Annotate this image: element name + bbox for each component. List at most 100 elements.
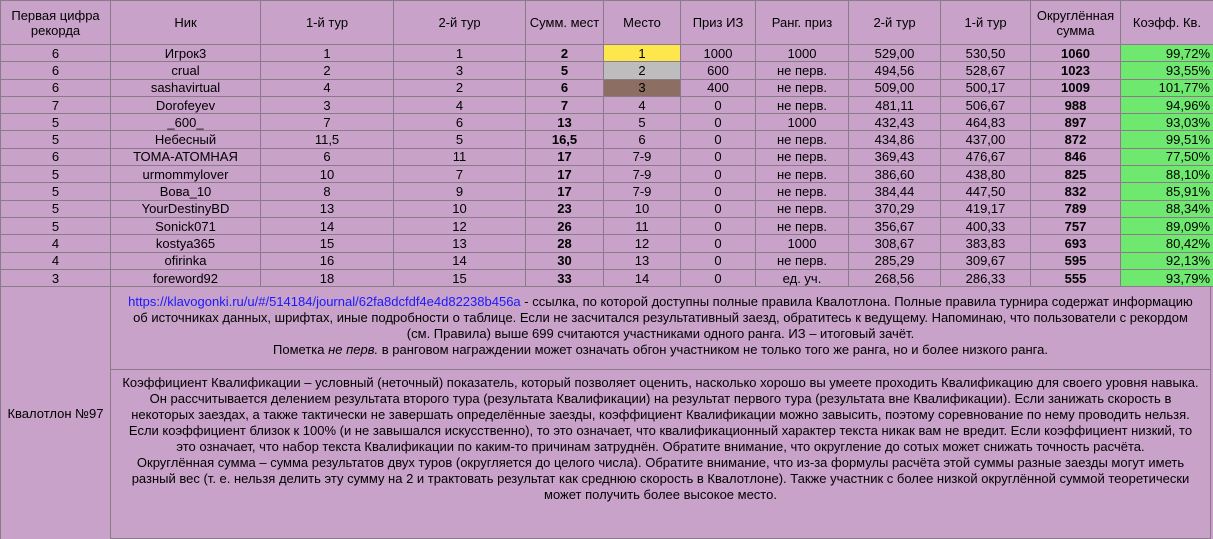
table-cell: 1 <box>393 43 526 63</box>
table-cell: 26 <box>525 216 604 236</box>
table-cell: не перв. <box>755 216 849 236</box>
table-cell: 6 <box>0 61 111 80</box>
note-text: - ссылка, по которой доступны полные пра… <box>133 294 1193 341</box>
rules-link[interactable]: https://klavogonki.ru/u/#/514184/journal… <box>128 294 521 309</box>
table-cell: 595 <box>1030 251 1121 270</box>
table-cell: 509,00 <box>848 78 941 97</box>
table-cell: 7-9 <box>603 182 681 201</box>
table-cell: Игрок3 <box>110 43 261 63</box>
table-cell: 6 <box>393 113 526 132</box>
table-cell: 12 <box>393 216 526 236</box>
table-cell: 7 <box>525 95 604 115</box>
table-cell: 2 <box>393 78 526 97</box>
table-cell: 14 <box>603 268 681 288</box>
table-row: 6 Игрок3 1 1 2 1 1000 1000 529,00 530,50 1060 99,72… <box>0 43 1213 63</box>
table-cell: 0 <box>680 113 756 132</box>
table-cell: 6 <box>0 147 111 167</box>
table-cell: ед. уч. <box>755 268 849 288</box>
header-cell: Ранг. приз <box>755 0 849 45</box>
table-cell: 3 <box>260 95 394 115</box>
table-cell: 529,00 <box>848 43 941 63</box>
header-cell: 1-й тур <box>260 0 394 45</box>
table-cell: 80,42% <box>1120 234 1213 253</box>
table-cell: 15 <box>393 268 526 288</box>
table-cell: 3 <box>393 61 526 80</box>
table-cell: 0 <box>680 147 756 167</box>
table-cell: sashavirtual <box>110 78 261 97</box>
table-cell: _600_ <box>110 113 261 132</box>
table-cell: 92,13% <box>1120 251 1213 270</box>
table-cell: 825 <box>1030 165 1121 184</box>
table-cell: 3 <box>603 78 681 97</box>
header-row: Первая цифра рекорда Ник 1-й тур 2-й тур Сум… <box>0 0 1213 45</box>
table-cell: 10 <box>603 199 681 218</box>
table-cell: 0 <box>680 182 756 201</box>
table-cell: 7-9 <box>603 165 681 184</box>
side-label: Квалотлон №97 <box>0 286 111 539</box>
table-cell: не перв. <box>755 78 849 97</box>
table-cell: 693 <box>1030 234 1121 253</box>
table-cell: 13 <box>393 234 526 253</box>
table-cell: 7 <box>0 95 111 115</box>
table-row: 5 urmommylover 10 7 17 7-9 0 не перв. 386,60 438,… <box>0 165 1213 184</box>
table-cell: 988 <box>1030 95 1121 115</box>
table-cell: 356,67 <box>848 216 941 236</box>
table-cell: 2 <box>260 61 394 80</box>
note-text: Если коэффициент близок к 100% (и не зав… <box>128 423 1193 454</box>
table-cell: 18 <box>260 268 394 288</box>
header-cell: Первая цифра рекорда <box>0 0 111 45</box>
table-cell: 600 <box>680 61 756 80</box>
table-cell: 0 <box>680 165 756 184</box>
header-cell: Ник <box>110 0 261 45</box>
note-italic: не перв. <box>328 342 379 357</box>
table-cell: 17 <box>525 147 604 167</box>
table-cell: 6 <box>0 78 111 97</box>
table-row: 4 ofirinka 16 14 30 13 0 не перв. 285,29 309,67 59… <box>0 251 1213 270</box>
table-cell: 16 <box>260 251 394 270</box>
table-cell: 33 <box>525 268 604 288</box>
table-cell: 432,43 <box>848 113 941 132</box>
table-row: 6 ТОМА-АТОМНАЯ 6 11 17 7-9 0 не перв. 369,43 476,… <box>0 147 1213 167</box>
table-cell: 1000 <box>755 234 849 253</box>
table-cell: 309,67 <box>940 251 1031 270</box>
table-cell: 3 <box>0 268 111 288</box>
table-cell: 0 <box>680 130 756 149</box>
table-cell: kostya365 <box>110 234 261 253</box>
table-cell: 5 <box>525 61 604 80</box>
table-cell: 4 <box>0 251 111 270</box>
table-cell: 1009 <box>1030 78 1121 97</box>
table-cell: 99,72% <box>1120 43 1213 63</box>
table-cell: 17 <box>525 182 604 201</box>
table-cell: urmommylover <box>110 165 261 184</box>
table-cell: 4 <box>393 95 526 115</box>
table-cell: ТОМА-АТОМНАЯ <box>110 147 261 167</box>
table-cell: 77,50% <box>1120 147 1213 167</box>
table-cell: 476,67 <box>940 147 1031 167</box>
table-cell: 11 <box>603 216 681 236</box>
table-cell: 308,67 <box>848 234 941 253</box>
table-cell: 30 <box>525 251 604 270</box>
table-row: 5 Вова_10 8 9 17 7-9 0 не перв. 384,44 447,50 832 8… <box>0 182 1213 201</box>
table-cell: не перв. <box>755 95 849 115</box>
table-cell: 419,17 <box>940 199 1031 218</box>
table-cell: 6 <box>0 43 111 63</box>
table-cell: 13 <box>260 199 394 218</box>
table-cell: 8 <box>260 182 394 201</box>
table-cell: 383,83 <box>940 234 1031 253</box>
table-cell: не перв. <box>755 182 849 201</box>
table-row: 5 _600_ 7 6 13 5 0 1000 432,43 464,83 897 93,03% <box>0 113 1213 132</box>
table-cell: 897 <box>1030 113 1121 132</box>
table-cell: 11 <box>393 147 526 167</box>
table-cell: 286,33 <box>940 268 1031 288</box>
table-cell: 14 <box>393 251 526 270</box>
table-cell: crual <box>110 61 261 80</box>
table-cell: 4 <box>603 95 681 115</box>
table-cell: 93,03% <box>1120 113 1213 132</box>
table-cell: 5 <box>0 113 111 132</box>
table-cell: 15 <box>260 234 394 253</box>
table-cell: 464,83 <box>940 113 1031 132</box>
table-body: 6 Игрок3 1 1 2 1 1000 1000 529,00 530,50 1060 99,72… <box>0 43 1213 288</box>
results-table: Первая цифра рекорда Ник 1-й тур 2-й тур Сум… <box>0 0 1213 288</box>
table-cell: Небесный <box>110 130 261 149</box>
